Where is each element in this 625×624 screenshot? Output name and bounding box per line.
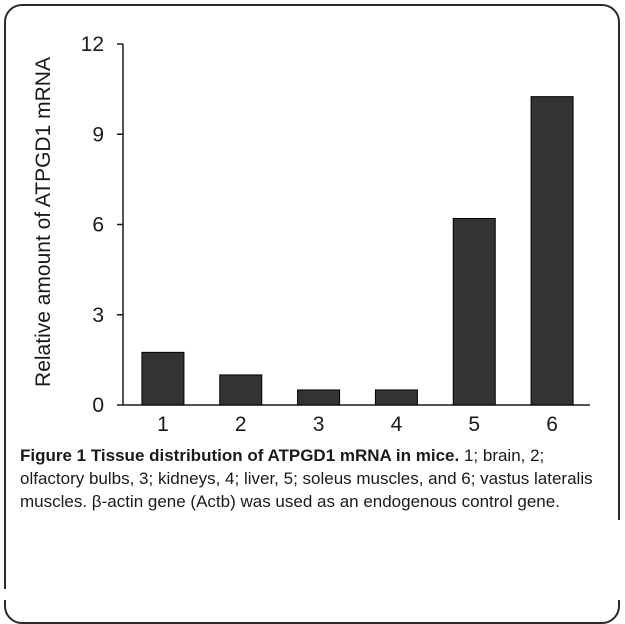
bar-5 [452, 217, 496, 406]
bar-6 [530, 96, 574, 406]
x-tick-label: 6 [546, 413, 558, 436]
y-tick-label: 9 [92, 123, 104, 146]
x-tick-label: 1 [157, 413, 169, 436]
bar-2 [219, 374, 263, 406]
y-axis-label: Relative amount of ATPGD1 mRNA [32, 57, 55, 387]
y-tick-labels: 0 3 6 9 12 [81, 33, 104, 417]
frame-mask [0, 520, 625, 600]
y-tick-label: 3 [92, 304, 104, 327]
x-tick-label: 4 [391, 413, 403, 436]
x-tick-label: 3 [313, 413, 325, 436]
bar-1 [141, 351, 185, 406]
frame-left-edge [4, 515, 6, 589]
x-tick-label: 5 [468, 413, 480, 436]
caption-text: 1; brain, 2; olfactory bulbs, 3; kidneys… [20, 446, 593, 511]
y-tick-label: 0 [92, 394, 104, 417]
y-tick-label: 6 [92, 214, 104, 237]
y-tick-label: 12 [81, 33, 104, 56]
caption-label: Figure 1 Tissue distribution of ATPGD1 m… [20, 446, 460, 465]
x-tick-labels: 1 2 3 4 5 6 [157, 413, 558, 436]
figure-caption: Figure 1 Tissue distribution of ATPGD1 m… [20, 444, 612, 513]
bar-4 [374, 389, 418, 406]
x-tick-label: 2 [235, 413, 247, 436]
chart-axes [117, 43, 590, 406]
bar-3 [297, 389, 341, 406]
chart-bars [141, 96, 574, 406]
